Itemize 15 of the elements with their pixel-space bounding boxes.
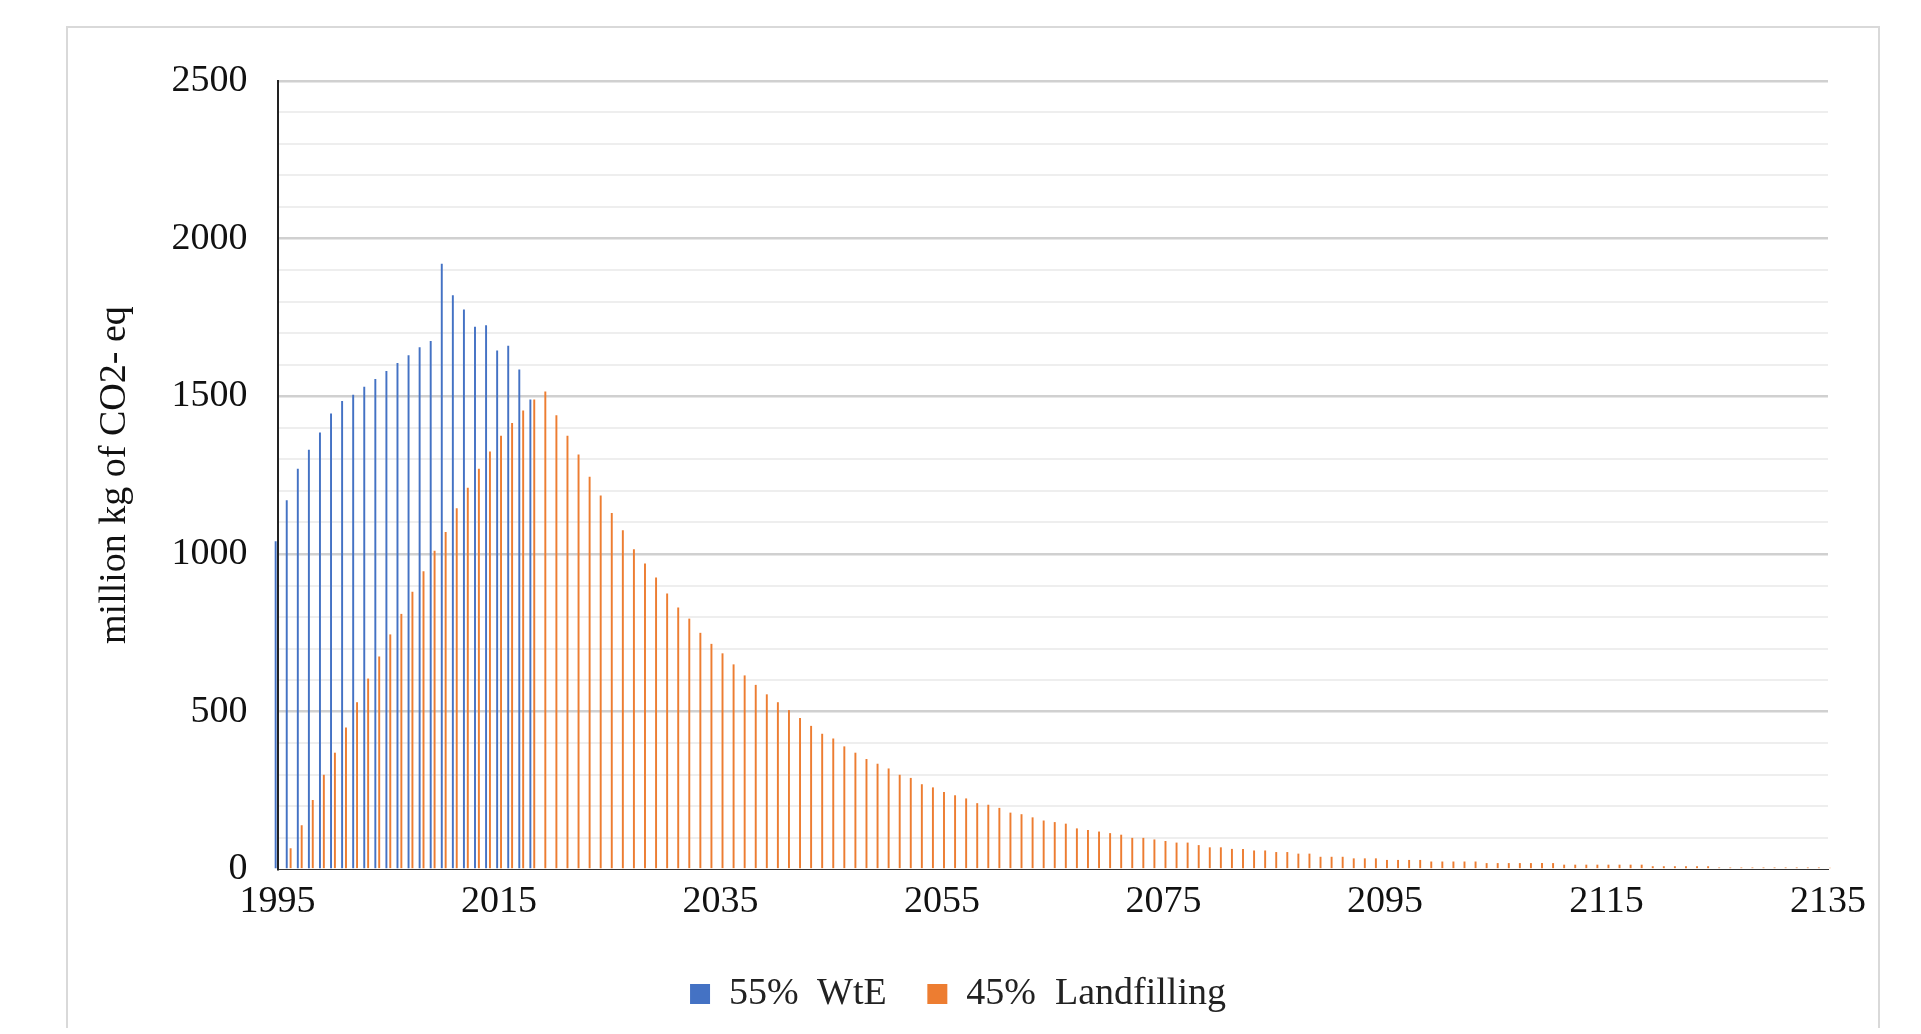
legend-label: 55% WtE — [729, 969, 887, 1012]
x-tick-label: 2135 — [1790, 878, 1866, 921]
x-tick-label: 2115 — [1569, 878, 1644, 921]
y-tick-label: 2000 — [171, 214, 248, 257]
x-tick-label: 2075 — [1125, 878, 1202, 921]
y-tick-label: 1000 — [171, 529, 248, 572]
y-tick-label: 2500 — [171, 56, 248, 99]
y-axis-title: million kg of CO2- eq — [90, 306, 133, 644]
x-tick-label: 2095 — [1347, 878, 1424, 921]
x-tick-label: 2035 — [682, 878, 759, 921]
x-tick-label: 2015 — [461, 878, 538, 921]
x-tick-label: 2055 — [904, 878, 981, 921]
legend-label: 45% Landfilling — [966, 969, 1226, 1012]
y-tick-label: 500 — [190, 687, 248, 730]
y-tick-label: 1500 — [171, 372, 248, 415]
